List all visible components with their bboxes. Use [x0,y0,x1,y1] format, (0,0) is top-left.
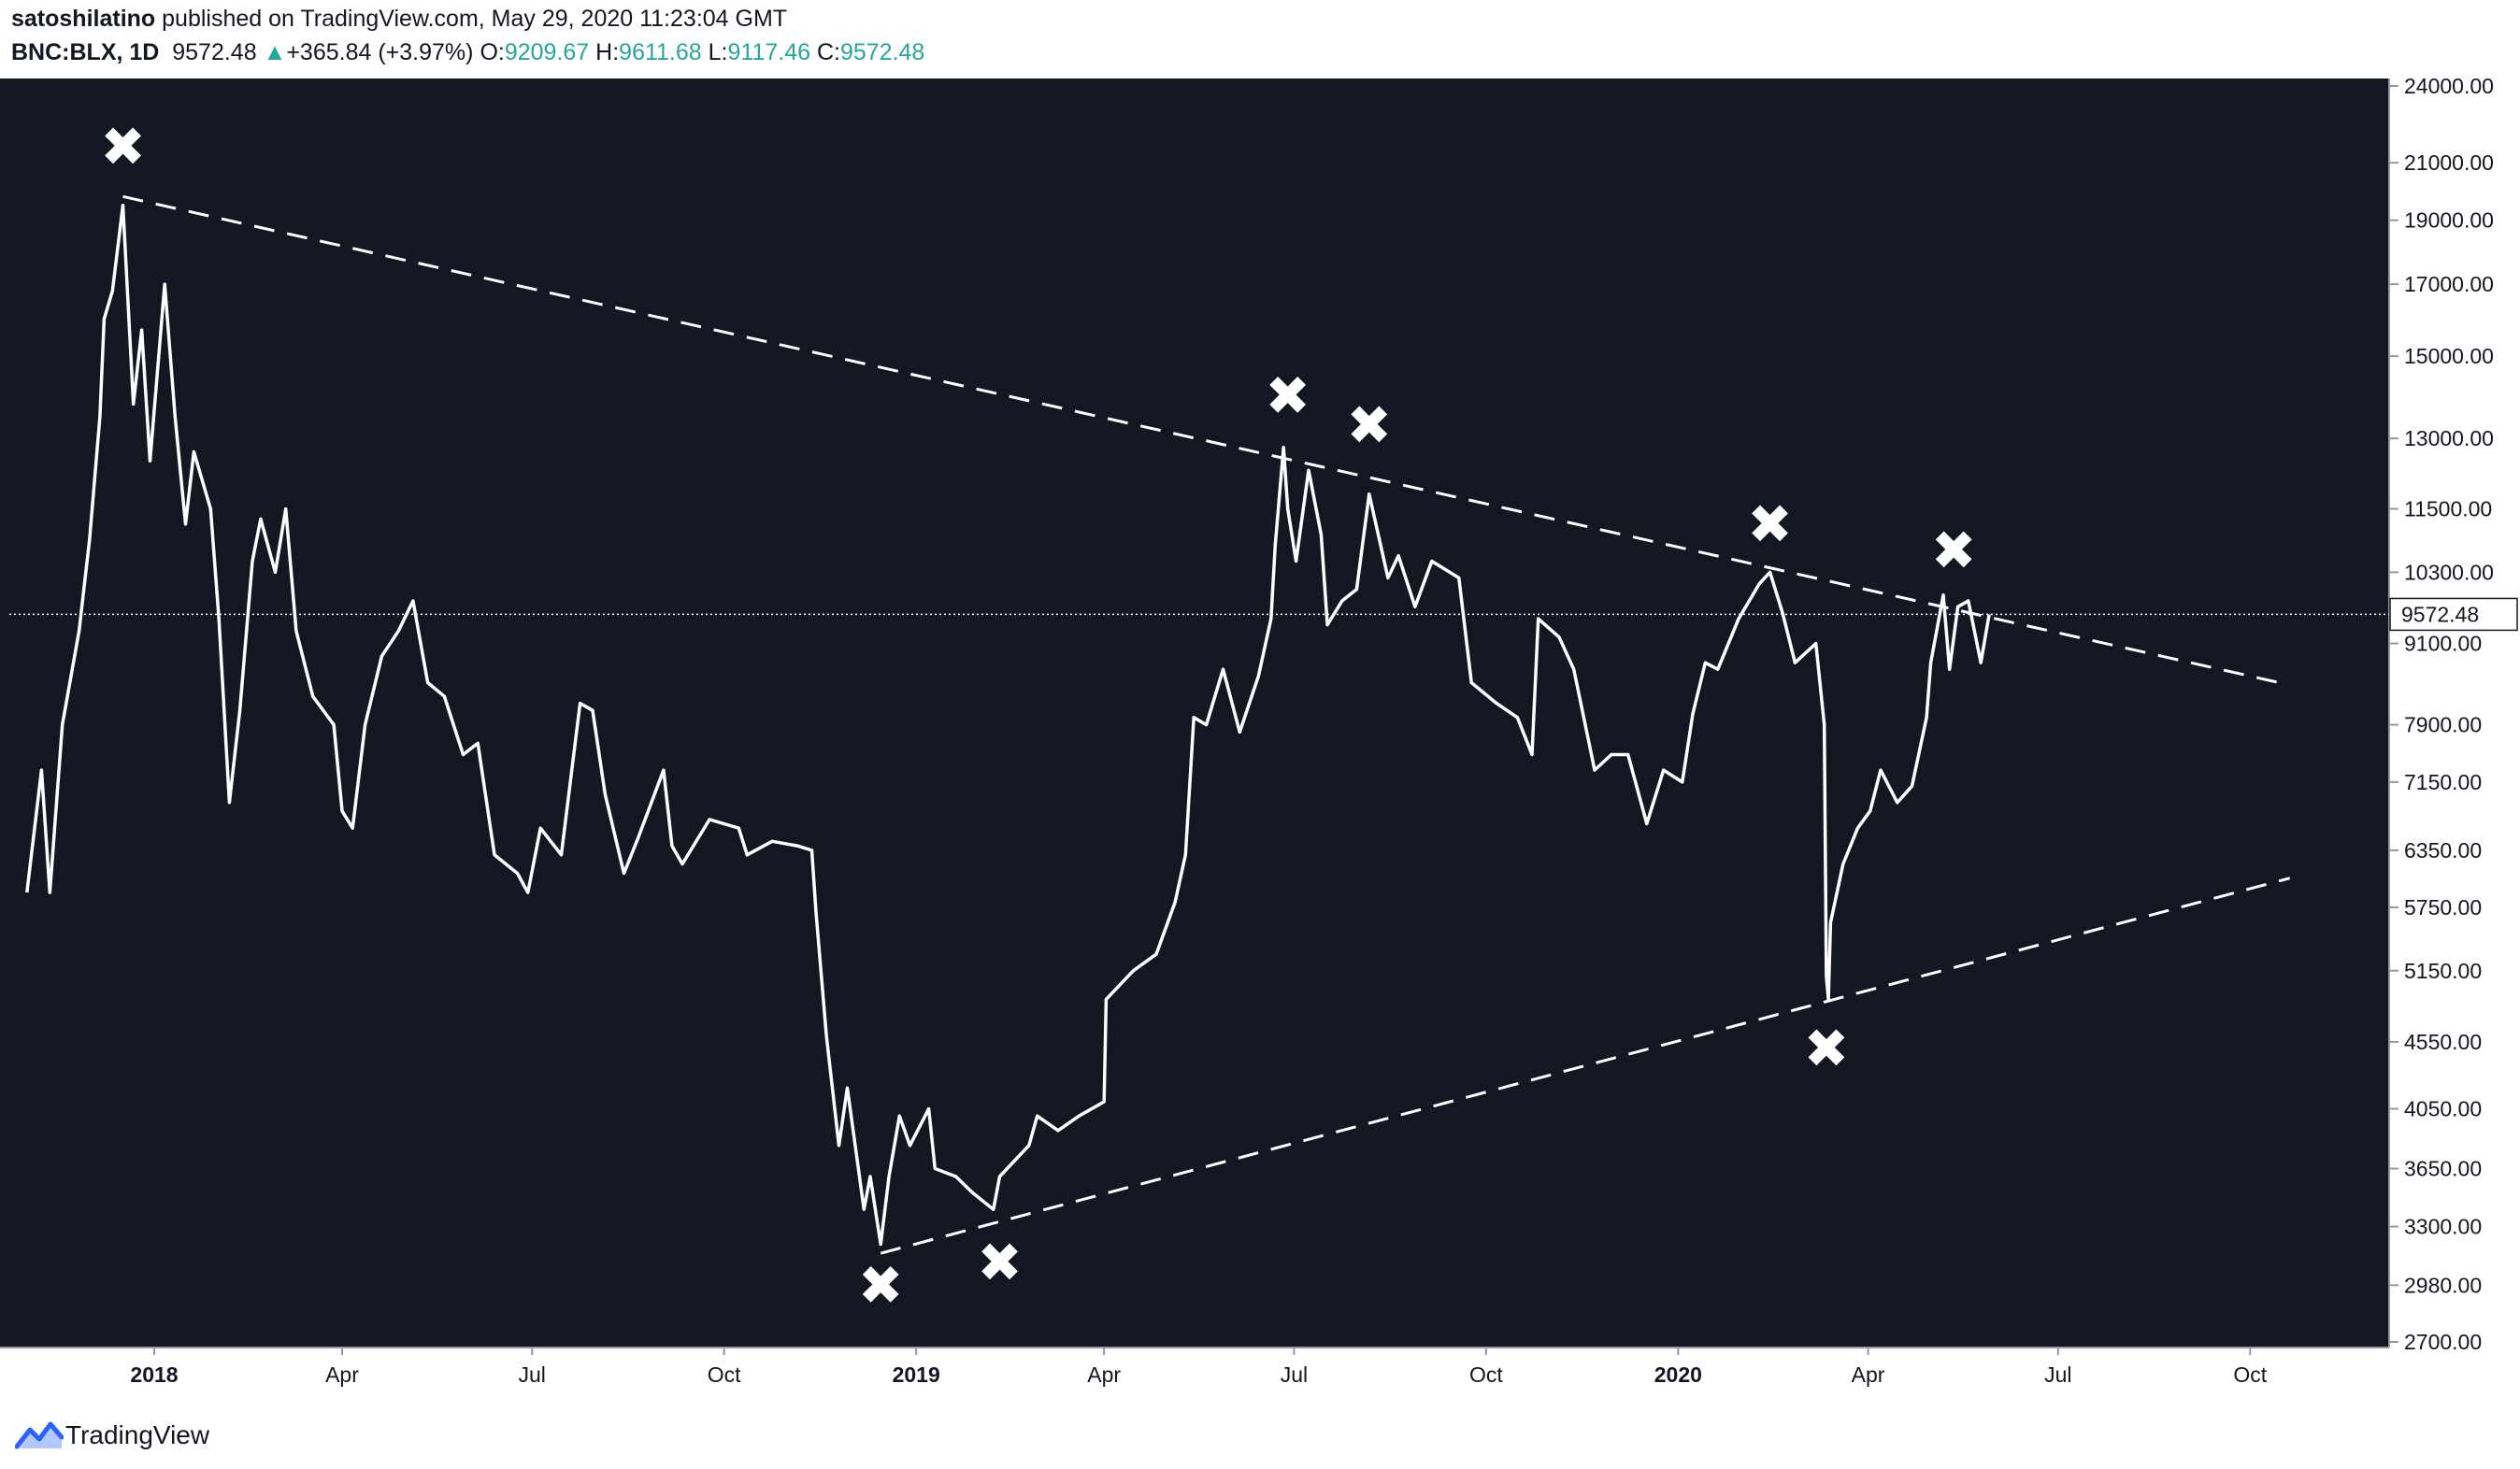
change-arrow-icon: ▲ [263,39,287,65]
y-tick-label: 7150.00 [2404,770,2482,794]
x-marker: ✖ [1804,1017,1850,1080]
x-marker: ✖ [1747,492,1793,556]
close-label: C: [816,39,840,65]
y-tick-label: 17000.00 [2404,272,2494,296]
x-tick-label: Oct [2233,1362,2267,1387]
trendlines [122,194,2291,1255]
last-value: 9572.48 [172,39,257,65]
x-marker: ✖ [1931,519,1977,582]
trendline-2 [880,877,2291,1255]
chart-footer: TradingView [0,1400,2520,1469]
x-marker: ✖ [977,1231,1023,1294]
x-marker: ✖ [1265,364,1310,428]
symbol-label[interactable]: BNC:BLX, 1D [11,39,160,65]
x-axis-background [0,1348,2389,1400]
last-price-label: 9572.48 [2389,597,2518,632]
x-tick-label: Apr [325,1362,359,1387]
low-value: 9117.46 [727,39,811,65]
high-value: 9611.68 [619,39,702,65]
x-tick-label: Apr [1087,1362,1121,1387]
x-tick-label: 2018 [130,1362,178,1387]
y-tick-label: 2980.00 [2404,1273,2482,1297]
x-tick-label: Jul [2044,1362,2071,1387]
y-tick-label: 6350.00 [2404,838,2482,863]
y-tick-label: 11500.00 [2404,497,2492,521]
x-tick-label: 2019 [893,1362,940,1387]
x-marker: ✖ [1346,393,1392,457]
published-text: published on TradingView.com, May 29, 20… [162,6,788,32]
x-axis[interactable] [0,1348,2389,1400]
pivot-markers: ✖ ✖ ✖ ✖ ✖ ✖ ✖ ✖ [100,115,1976,1317]
y-tick-label: 9100.00 [2404,632,2482,656]
close-value: 9572.48 [839,39,925,65]
y-tick-labels: 2700.00 2980.00 3300.00 3650.00 4050.00 4550.… [2389,74,2494,1354]
tradingview-brand[interactable]: TradingView [65,1420,210,1449]
x-tick-label: Jul [1281,1362,1308,1387]
low-label: L: [708,39,728,65]
y-tick-label: 2700.00 [2404,1330,2482,1354]
publish-info: satoshilatino published on TradingView.c… [11,6,787,33]
y-axis-background [2389,78,2520,1400]
x-marker: ✖ [100,115,146,178]
x-tick-label: Oct [708,1362,741,1387]
y-tick-label: 3300.00 [2404,1215,2482,1239]
x-tick-label: Apr [1852,1362,1885,1387]
y-tick-label: 5150.00 [2404,959,2482,983]
change-value: +365.84 (+3.97%) [286,39,474,65]
price-series-line [25,203,1991,1247]
y-tick-label: 10300.00 [2404,560,2494,584]
y-tick-label: 4050.00 [2404,1097,2482,1121]
y-tick-label: 3650.00 [2404,1157,2482,1181]
high-label: H: [595,39,620,65]
y-tick-label: 19000.00 [2404,208,2494,233]
y-tick-label: 5750.00 [2404,895,2482,920]
last-price-label-text: 9572.48 [2401,602,2479,626]
x-tick-label: Jul [519,1362,546,1387]
y-tick-label: 4550.00 [2404,1030,2482,1054]
author-name[interactable]: satoshilatino [11,6,156,32]
x-tick-labels: 2018 Apr Jul Oct 2019 Apr Jul Oct 2020 Apr Jul Oct [130,1348,2268,1387]
y-tick-label: 21000.00 [2404,150,2494,175]
y-tick-label: 7900.00 [2404,713,2482,737]
x-tick-label: Oct [1469,1362,1503,1387]
y-axis[interactable] [2388,78,2520,1400]
tradingview-logo-icon[interactable] [15,1419,64,1450]
y-tick-label: 13000.00 [2404,426,2494,450]
open-value: 9209.67 [504,39,590,65]
x-tick-label: 2020 [1654,1362,1702,1387]
y-tick-label: 15000.00 [2404,344,2494,368]
last-price-label-box [2389,597,2518,632]
symbol-info: BNC:BLX, 1D 9572.48 ▲+365.84 (+3.97%) O:… [11,39,924,66]
chart-header: satoshilatino published on TradingView.c… [0,0,2520,78]
plot-background [0,78,2520,1400]
x-marker: ✖ [858,1253,904,1317]
open-label: O: [480,39,505,65]
